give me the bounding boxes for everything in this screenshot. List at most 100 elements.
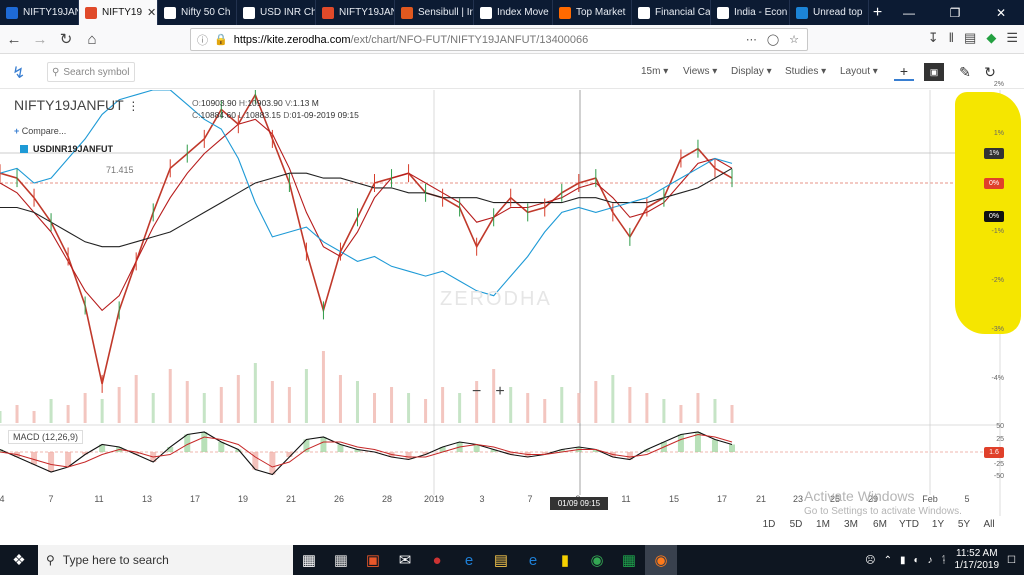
browser-tab[interactable]: Sensibull | Ir	[395, 0, 474, 25]
battery-icon[interactable]: ▮	[899, 554, 906, 566]
extension-icon[interactable]: ◆	[986, 30, 997, 45]
file-explorer-icon[interactable]: ▤	[493, 552, 509, 569]
library-icon[interactable]: ‖	[948, 30, 955, 45]
menu-icon[interactable]: ☰	[1006, 30, 1018, 45]
draw-pencil-icon[interactable]: ✎	[959, 63, 971, 80]
store-icon[interactable]: ▣	[365, 552, 381, 569]
restore-icon[interactable]: ❐	[949, 5, 961, 20]
tab-favicon-icon	[6, 6, 18, 19]
volume-bar	[424, 399, 428, 423]
price-chart[interactable]	[0, 90, 1024, 516]
browser-tab[interactable]: NIFTY19 ✕	[79, 0, 158, 25]
period-button[interactable]: 6M	[873, 519, 887, 530]
pocket-icon[interactable]: ◯	[766, 34, 780, 46]
macd-tick-label: -50	[993, 473, 1004, 480]
chrome-icon[interactable]: ◉	[590, 552, 604, 569]
close-tab-icon[interactable]: ✕	[147, 7, 157, 19]
sticky-notes-icon[interactable]: ▮	[560, 552, 570, 569]
mail-icon[interactable]: ✉	[398, 552, 412, 569]
volume-icon[interactable]: ♪	[927, 554, 933, 566]
reload-icon[interactable]: ↻	[59, 31, 73, 48]
system-clock[interactable]: 11:52 AM 1/17/2019	[954, 548, 1000, 571]
interval-dropdown[interactable]: 15m ▾	[641, 66, 669, 77]
compare-button[interactable]: + Compare...	[14, 126, 67, 136]
home-icon[interactable]: ⌂	[87, 30, 97, 48]
volume-bar	[628, 387, 632, 423]
sidebar-icon[interactable]: ▤	[964, 30, 977, 45]
zoom-out-button[interactable]: −	[472, 383, 482, 400]
minimize-icon[interactable]: —	[903, 5, 915, 20]
search-symbol-input[interactable]: ⚲ Search symbol	[47, 62, 135, 82]
people-icon[interactable]: ☹	[865, 554, 876, 566]
volume-bar	[475, 381, 479, 423]
internet-explorer-icon[interactable]: e	[528, 551, 538, 569]
downloads-icon[interactable]: ↧	[927, 30, 939, 45]
back-icon[interactable]: ←	[6, 30, 22, 48]
macd-histogram-bar	[65, 452, 72, 467]
volume-bar	[338, 375, 342, 423]
taskbar-search-box[interactable]: ⚲ Type here to search	[38, 545, 293, 575]
period-button[interactable]: 1M	[816, 519, 830, 530]
period-button[interactable]: YTD	[899, 519, 919, 530]
period-button[interactable]: 5D	[789, 519, 803, 530]
display-dropdown[interactable]: Display ▾	[731, 66, 772, 77]
tab-favicon-icon	[164, 6, 176, 19]
page-actions-icon[interactable]: ⋯	[745, 34, 757, 46]
browser-tab[interactable]: Financial Ca	[632, 0, 711, 25]
kite-logo-icon[interactable]: ↯	[12, 65, 26, 82]
spreadsheet-icon[interactable]: ▦	[621, 552, 637, 569]
series-line-3	[0, 90, 733, 297]
edge-icon[interactable]: e	[464, 551, 474, 569]
period-button[interactable]: 1D	[762, 519, 776, 530]
symbol-name[interactable]: NIFTY19JANFUT ⋮	[14, 97, 140, 113]
close-window-icon[interactable]: ✕	[995, 5, 1007, 20]
browser-tab[interactable]: USD INR Ch	[237, 0, 316, 25]
macd-study-label[interactable]: MACD (12,26,9)	[8, 430, 84, 444]
compare-series-legend[interactable]: USDINR19JANFUT	[20, 144, 113, 154]
x-tick-label: 25	[829, 494, 841, 504]
browser-tab[interactable]: India - Econ	[711, 0, 790, 25]
forward-icon[interactable]: →	[32, 30, 48, 48]
browser-tab[interactable]: Nifty 50 Ch	[158, 0, 237, 25]
volume-bar	[185, 381, 189, 423]
symbol-menu-icon[interactable]: ⋮	[127, 99, 140, 113]
new-tab-button[interactable]: +	[872, 3, 883, 21]
browser-tab-bar: NIFTY19JAN NIFTY19 ✕ Nifty 50 Ch USD INR Ch N…	[0, 0, 1024, 25]
address-bar[interactable]: ⓘ 🔒 https://kite.zerodha.com/ext/chart/N…	[190, 28, 808, 51]
macd-histogram-bar	[269, 452, 276, 475]
app-icon[interactable]: ●	[432, 551, 442, 569]
screenshot-icon[interactable]: ▣	[924, 63, 944, 81]
crosshair-icon[interactable]: +	[894, 63, 914, 81]
reset-icon[interactable]: ↻	[984, 63, 996, 80]
volume-bar	[219, 387, 223, 423]
network-icon[interactable]: ◐	[913, 554, 920, 566]
period-button[interactable]: 1Y	[931, 519, 945, 530]
browser-tab[interactable]: Top Market	[553, 0, 632, 25]
info-icon[interactable]: ⓘ	[197, 34, 208, 47]
period-button[interactable]: All	[983, 519, 995, 530]
bluetooth-icon[interactable]: ᛑ	[940, 554, 947, 566]
firefox-icon[interactable]: ◉	[645, 545, 677, 575]
zoom-in-button[interactable]: +	[495, 383, 505, 400]
browser-tab[interactable]: NIFTY19JAN	[0, 0, 79, 25]
volume-bar	[355, 381, 359, 423]
views-dropdown[interactable]: Views ▾	[683, 66, 718, 77]
browser-tab[interactable]: Unread top	[790, 0, 869, 25]
tab-label: USD INR Ch	[260, 7, 316, 18]
tray-arrow-icon[interactable]: ⌃	[883, 554, 892, 566]
period-button[interactable]: 3M	[844, 519, 858, 530]
windows-start-icon[interactable]: ❖	[12, 552, 26, 569]
volume-bar	[202, 393, 206, 423]
task-view-icon[interactable]: ▦	[301, 552, 317, 569]
volume-bar	[66, 405, 70, 423]
notifications-icon[interactable]: ☐	[1007, 554, 1016, 566]
volume-bar	[509, 387, 513, 423]
studies-dropdown[interactable]: Studies ▾	[785, 66, 827, 77]
browser-tab[interactable]: Index Move	[474, 0, 553, 25]
macd-histogram-bar	[677, 434, 684, 452]
layout-dropdown[interactable]: Layout ▾	[840, 66, 878, 77]
browser-tab[interactable]: NIFTY19JAN	[316, 0, 395, 25]
bookmark-star-icon[interactable]: ☆	[789, 34, 799, 46]
period-button[interactable]: 5Y	[957, 519, 971, 530]
calculator-icon[interactable]: ▦	[333, 552, 349, 569]
